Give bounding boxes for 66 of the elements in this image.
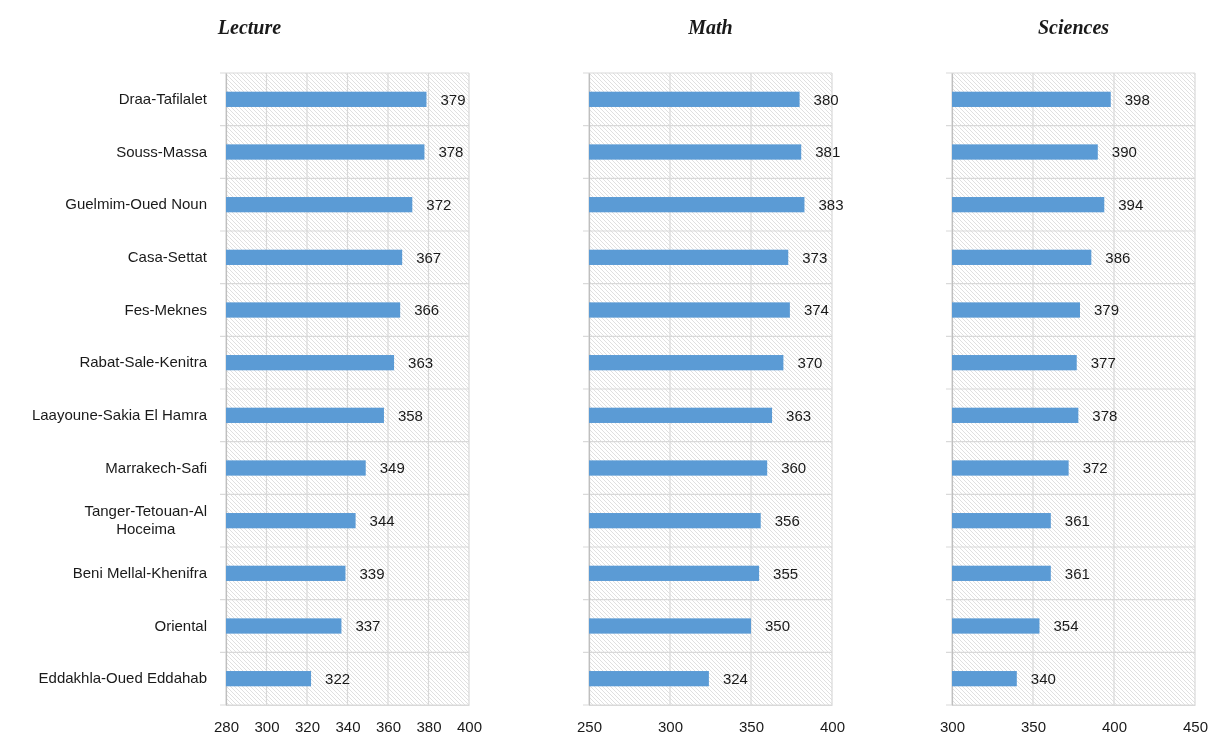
data-label: 372 bbox=[426, 195, 452, 213]
data-label: 377 bbox=[1090, 353, 1116, 371]
data-label: 363 bbox=[408, 353, 434, 371]
x-tick-label: 360 bbox=[375, 717, 402, 735]
x-tick-label: 280 bbox=[213, 717, 240, 735]
data-label: 378 bbox=[1092, 406, 1118, 424]
data-label: 349 bbox=[379, 459, 405, 477]
y-tick-label: Casa-Settat bbox=[127, 248, 208, 266]
x-tick-label: 380 bbox=[416, 717, 442, 735]
y-tick-label: Draa-Tafilalet bbox=[118, 90, 208, 108]
y-tick-label: Fes-Meknes bbox=[124, 300, 207, 318]
data-label: 340 bbox=[1030, 669, 1056, 687]
data-label: 324 bbox=[722, 669, 748, 687]
y-tick-label: Laayoune-Sakia El Hamra bbox=[31, 406, 208, 424]
data-label: 379 bbox=[440, 90, 466, 108]
x-tick-label: 250 bbox=[576, 717, 603, 735]
data-label: 390 bbox=[1111, 143, 1137, 161]
data-label: 386 bbox=[1105, 248, 1131, 266]
y-tick-label: Marrakech-Safi bbox=[105, 458, 207, 476]
y-tick-label: Souss-Massa bbox=[116, 142, 208, 160]
data-label: 339 bbox=[359, 564, 385, 582]
x-tick-label: 300 bbox=[939, 717, 966, 735]
x-tick-label: 340 bbox=[335, 717, 361, 735]
y-tick-label: Rabat-Sale-Kenitra bbox=[79, 353, 208, 371]
chart-title: Lecture bbox=[216, 16, 282, 38]
data-label: 322 bbox=[325, 669, 351, 687]
y-tick-label: Eddakhla-Oued Eddahab bbox=[38, 669, 207, 687]
data-label: 360 bbox=[781, 459, 807, 477]
data-label: 379 bbox=[1093, 301, 1120, 319]
y-tick-label: Oriental bbox=[154, 616, 207, 634]
chart-title: Math bbox=[687, 16, 733, 38]
x-tick-label: 320 bbox=[294, 717, 321, 735]
y-tick-label: Guelmim-Oued Noun bbox=[65, 195, 207, 213]
x-tick-label: 300 bbox=[657, 717, 684, 735]
data-label: 373 bbox=[802, 248, 828, 266]
chart-title: Sciences bbox=[1037, 16, 1110, 38]
data-label: 354 bbox=[1053, 617, 1079, 635]
x-tick-label: 350 bbox=[738, 717, 765, 735]
x-tick-label: 450 bbox=[1182, 717, 1209, 735]
data-label: 380 bbox=[813, 90, 839, 108]
data-label: 381 bbox=[815, 143, 841, 161]
y-tick-label: Beni Mellal-Khenifra bbox=[72, 564, 208, 582]
data-label: 356 bbox=[774, 511, 800, 529]
data-label: 383 bbox=[818, 195, 844, 213]
x-tick-label: 400 bbox=[456, 717, 483, 735]
data-label: 358 bbox=[397, 406, 423, 424]
data-label: 361 bbox=[1064, 564, 1090, 582]
data-label: 366 bbox=[414, 301, 440, 319]
data-label: 374 bbox=[803, 301, 829, 319]
x-tick-label: 350 bbox=[1020, 717, 1047, 735]
data-label: 344 bbox=[369, 511, 395, 529]
data-label: 355 bbox=[773, 564, 799, 582]
data-label: 337 bbox=[355, 617, 381, 635]
data-label: 367 bbox=[416, 248, 442, 266]
data-label: 394 bbox=[1118, 195, 1144, 213]
data-label: 361 bbox=[1064, 511, 1090, 529]
data-label: 398 bbox=[1124, 90, 1150, 108]
x-tick-label: 400 bbox=[1101, 717, 1128, 735]
data-label: 372 bbox=[1082, 459, 1108, 477]
x-tick-label: 400 bbox=[819, 717, 846, 735]
y-tick-label: Tanger-Tetouan-Al Hoceima bbox=[84, 502, 207, 538]
data-label: 370 bbox=[797, 353, 823, 371]
data-label: 350 bbox=[765, 617, 791, 635]
data-label: 378 bbox=[438, 143, 464, 161]
data-label: 363 bbox=[786, 406, 812, 424]
x-tick-label: 300 bbox=[254, 717, 280, 735]
